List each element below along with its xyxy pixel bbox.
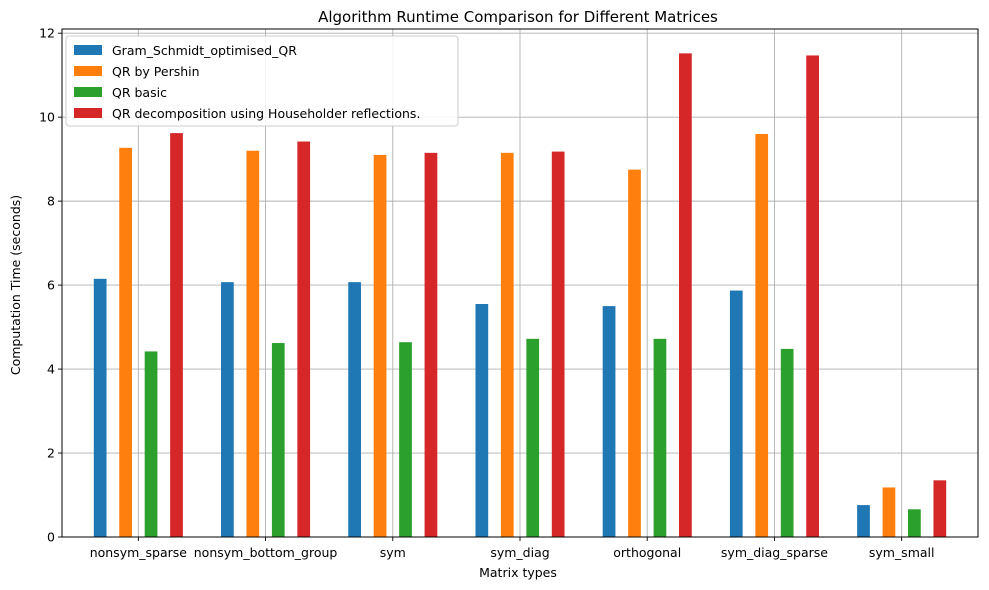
- bar: [297, 141, 311, 538]
- bar: [653, 338, 667, 537]
- legend-swatch: [74, 108, 102, 118]
- bar: [526, 338, 540, 537]
- bar: [144, 351, 158, 537]
- bar: [271, 343, 285, 537]
- y-tick-label: 0: [47, 530, 55, 545]
- bar: [933, 480, 947, 537]
- bar: [679, 53, 692, 538]
- y-axis-label: Computation Time (seconds): [8, 195, 23, 375]
- bar: [628, 169, 641, 537]
- y-tick-label: 2: [47, 446, 55, 461]
- bar: [551, 151, 565, 537]
- bar: [908, 509, 921, 537]
- legend-label: QR decomposition using Householder refle…: [112, 106, 420, 121]
- bar: [246, 150, 260, 537]
- chart-title: Algorithm Runtime Comparison for Differe…: [318, 8, 718, 26]
- legend-swatch: [74, 45, 102, 55]
- plot-frame: [61, 28, 979, 538]
- bars: [93, 53, 947, 538]
- bar: [93, 278, 107, 537]
- legend-label: QR basic: [112, 85, 167, 100]
- legend-label: QR by Pershin: [112, 64, 200, 79]
- bar: [755, 133, 769, 537]
- x-tick-label: sym: [380, 545, 406, 560]
- bar: [221, 282, 234, 537]
- x-tick-label: sym_diag_sparse: [721, 545, 828, 560]
- bar: [500, 152, 514, 537]
- bar: [857, 505, 870, 537]
- bar: [348, 282, 361, 537]
- bar: [602, 306, 616, 537]
- bar: [170, 133, 183, 537]
- x-tick-label: sym_small: [869, 545, 935, 560]
- y-tick-label: 6: [47, 278, 55, 293]
- x-tick-label: sym_diag: [490, 545, 549, 560]
- y-tick-label: 12: [39, 26, 55, 41]
- x-tick-label: orthogonal: [613, 545, 681, 560]
- bar: [780, 348, 794, 537]
- bar: [729, 290, 743, 537]
- x-tick-label: nonsym_sparse: [90, 545, 188, 560]
- x-tick-label: nonsym_bottom_group: [194, 545, 338, 560]
- axes: 0 2 4 6 8 10 12 nonsym_sparse nonsym_bottom_grou…: [39, 26, 979, 560]
- y-tick-label: 8: [47, 194, 55, 209]
- y-tick-label: 10: [39, 110, 55, 125]
- legend-swatch: [74, 87, 102, 97]
- bar: [373, 154, 387, 537]
- bar: [424, 152, 438, 537]
- x-axis-label: Matrix types: [479, 565, 557, 580]
- legend: Gram_Schmidt_optimised_QR QR by Pershin QR…: [65, 35, 459, 127]
- y-tick-label: 4: [47, 362, 55, 377]
- legend-box: [65, 35, 459, 127]
- bar: [399, 342, 412, 537]
- bar: [475, 303, 489, 537]
- bar: [882, 487, 896, 537]
- legend-label: Gram_Schmidt_optimised_QR: [112, 43, 297, 58]
- legend-swatch: [74, 66, 102, 76]
- bar: [119, 147, 132, 537]
- bar: [806, 55, 819, 537]
